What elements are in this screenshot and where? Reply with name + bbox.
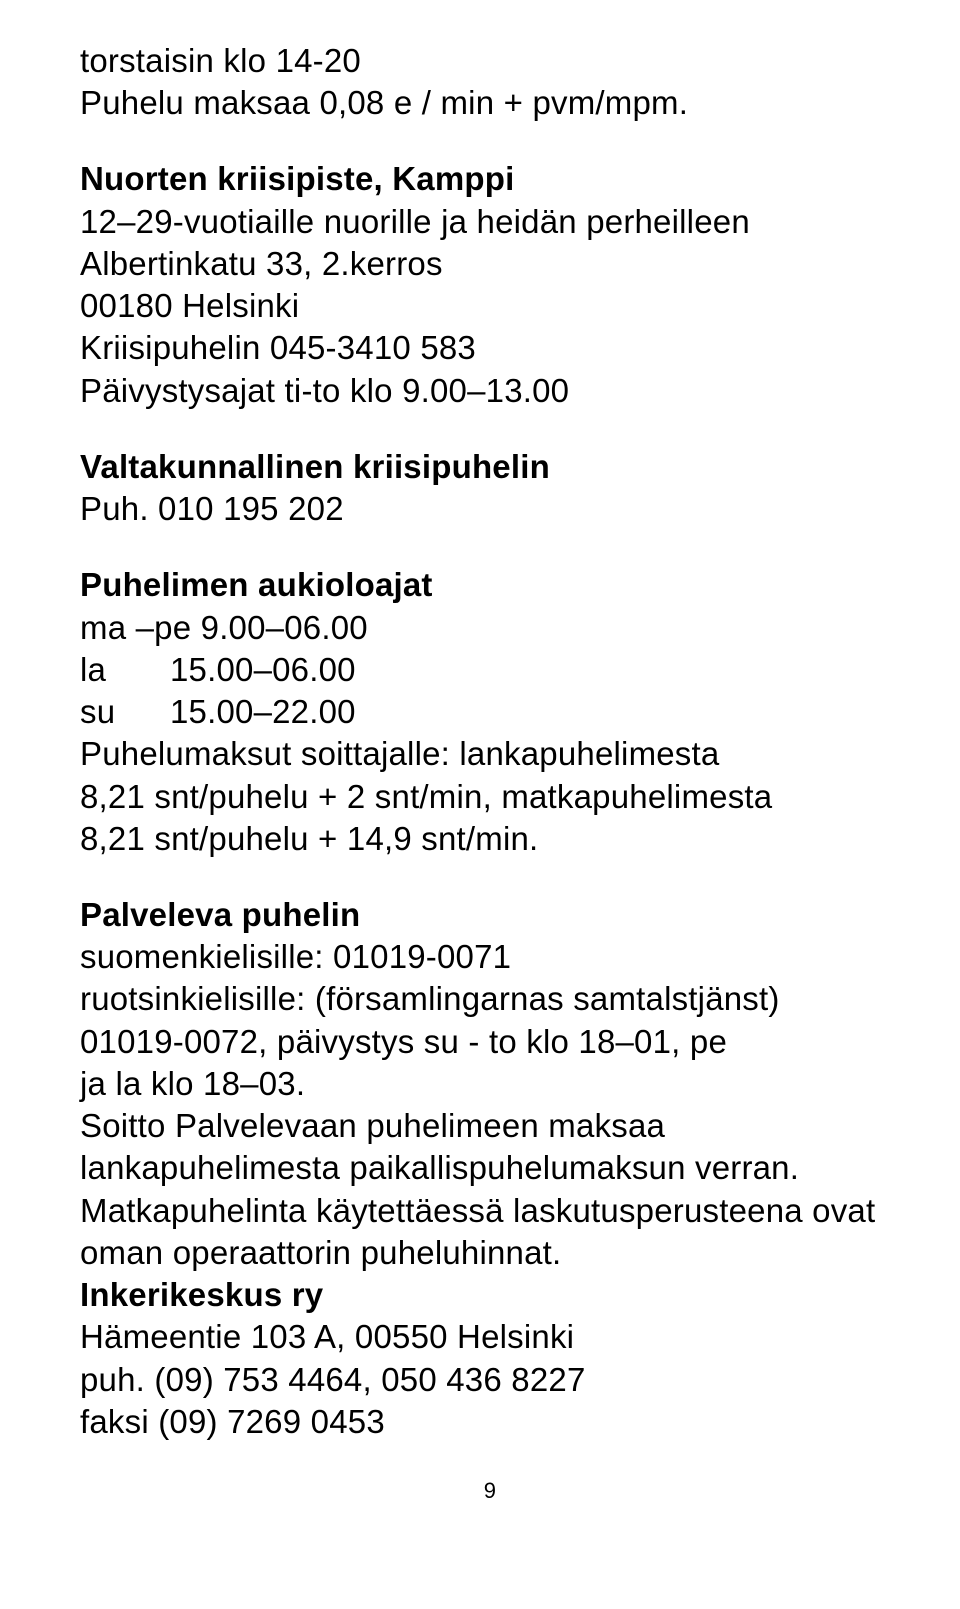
kamppi-title: Nuorten kriisipiste, Kamppi	[80, 158, 900, 200]
kamppi-line-4: 00180 Helsinki	[80, 285, 900, 327]
palveleva-line-7: lankapuhelimesta paikallispuhelumaksun v…	[80, 1147, 900, 1189]
hours-block: Puhelimen aukioloajat ma –pe 9.00–06.00 …	[80, 564, 900, 860]
palveleva-line-5: ja la klo 18–03.	[80, 1063, 900, 1105]
hours-su-time: 15.00–22.00	[170, 691, 356, 733]
palveleva-line-6: Soitto Palvelevaan puhelimeen maksaa	[80, 1105, 900, 1147]
hours-charges-2: 8,21 snt/puhelu + 2 snt/min, matkapuheli…	[80, 776, 900, 818]
hours-row-la: la 15.00–06.00	[80, 649, 900, 691]
hours-mape: ma –pe 9.00–06.00	[80, 607, 900, 649]
hours-su-label: su	[80, 691, 170, 733]
hours-charges-1: Puhelumaksut soittajalle: lankapuhelimes…	[80, 733, 900, 775]
palveleva-line-9: oman operaattorin puheluhinnat.	[80, 1232, 900, 1274]
palveleva-line-8: Matkapuhelinta käytettäessä laskutusperu…	[80, 1190, 900, 1232]
page-number: 9	[80, 1477, 900, 1505]
intro-line-2: Puhelu maksaa 0,08 e / min + pvm/mpm.	[80, 82, 900, 124]
kamppi-line-2: 12–29-vuotiaille nuorille ja heidän perh…	[80, 201, 900, 243]
intro-block: torstaisin klo 14-20 Puhelu maksaa 0,08 …	[80, 40, 900, 124]
hours-la-label: la	[80, 649, 170, 691]
palveleva-title: Palveleva puhelin	[80, 894, 900, 936]
palveleva-line-2: suomenkielisille: 01019-0071	[80, 936, 900, 978]
palveleva-line-3: ruotsinkielisille: (församlingarnas samt…	[80, 978, 900, 1020]
intro-line-1: torstaisin klo 14-20	[80, 40, 900, 82]
palveleva-line-4: 01019-0072, päivystys su - to klo 18–01,…	[80, 1021, 900, 1063]
inkeri-title: Inkerikeskus ry	[80, 1274, 900, 1316]
inkeri-line-4: faksi (09) 7269 0453	[80, 1401, 900, 1443]
kamppi-line-5: Kriisipuhelin 045-3410 583	[80, 327, 900, 369]
national-title: Valtakunnallinen kriisipuhelin	[80, 446, 900, 488]
national-line-2: Puh. 010 195 202	[80, 488, 900, 530]
hours-title: Puhelimen aukioloajat	[80, 564, 900, 606]
kamppi-line-3: Albertinkatu 33, 2.kerros	[80, 243, 900, 285]
inkeri-line-2: Hämeentie 103 A, 00550 Helsinki	[80, 1316, 900, 1358]
palveleva-block: Palveleva puhelin suomenkielisille: 0101…	[80, 894, 900, 1443]
kamppi-line-6: Päivystysajat ti-to klo 9.00–13.00	[80, 370, 900, 412]
hours-charges-3: 8,21 snt/puhelu + 14,9 snt/min.	[80, 818, 900, 860]
kamppi-block: Nuorten kriisipiste, Kamppi 12–29-vuotia…	[80, 158, 900, 411]
national-block: Valtakunnallinen kriisipuhelin Puh. 010 …	[80, 446, 900, 530]
inkeri-line-3: puh. (09) 753 4464, 050 436 8227	[80, 1359, 900, 1401]
hours-row-su: su 15.00–22.00	[80, 691, 900, 733]
hours-la-time: 15.00–06.00	[170, 649, 356, 691]
